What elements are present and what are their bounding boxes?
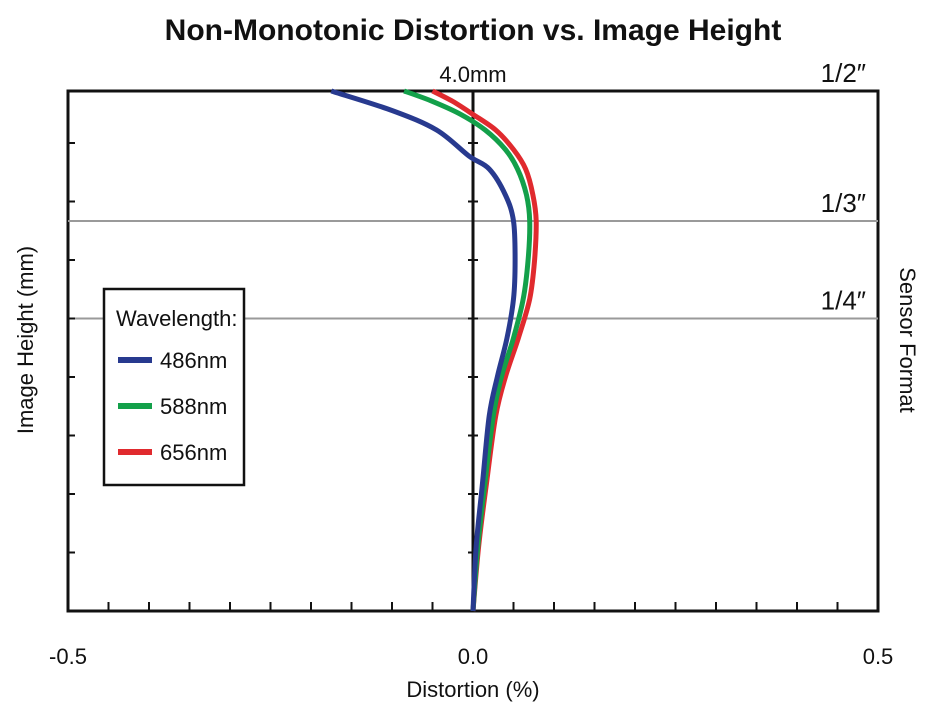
sensor-format-axis-label: Sensor Format bbox=[895, 267, 920, 413]
legend-entry: 486nm bbox=[160, 348, 227, 373]
y-top-tick-label: 4.0mm bbox=[439, 62, 506, 87]
sensor-format-labels: 1/2″ 1/3″ 1/4″ bbox=[821, 58, 866, 316]
y-axis-ticks bbox=[68, 142, 478, 554]
legend: Wavelength: 486nm 588nm 656nm bbox=[102, 287, 246, 487]
x-tick-label: 0.5 bbox=[863, 644, 894, 669]
x-tick-label: -0.5 bbox=[49, 644, 87, 669]
x-axis-ticks bbox=[107, 602, 839, 611]
series-line-588nm bbox=[403, 88, 533, 612]
chart-title: Non-Monotonic Distortion vs. Image Heigh… bbox=[165, 14, 782, 47]
series-lines bbox=[330, 88, 539, 612]
legend-entry: 588nm bbox=[160, 394, 227, 419]
x-axis-label: Distortion (%) bbox=[406, 677, 539, 702]
x-tick-label: 0.0 bbox=[458, 644, 489, 669]
y-axis-label: Image Height (mm) bbox=[13, 246, 38, 434]
sensor-format-label: 1/2″ bbox=[821, 58, 866, 88]
sensor-format-label: 1/4″ bbox=[821, 286, 866, 316]
series-line-486nm bbox=[330, 88, 518, 612]
x-tick-labels: -0.5 0.0 0.5 bbox=[49, 644, 893, 669]
legend-entry: 656nm bbox=[160, 440, 227, 465]
legend-title: Wavelength: bbox=[116, 306, 237, 331]
sensor-format-label: 1/3″ bbox=[821, 188, 866, 218]
legend-items: 486nm 588nm 656nm bbox=[118, 348, 227, 465]
